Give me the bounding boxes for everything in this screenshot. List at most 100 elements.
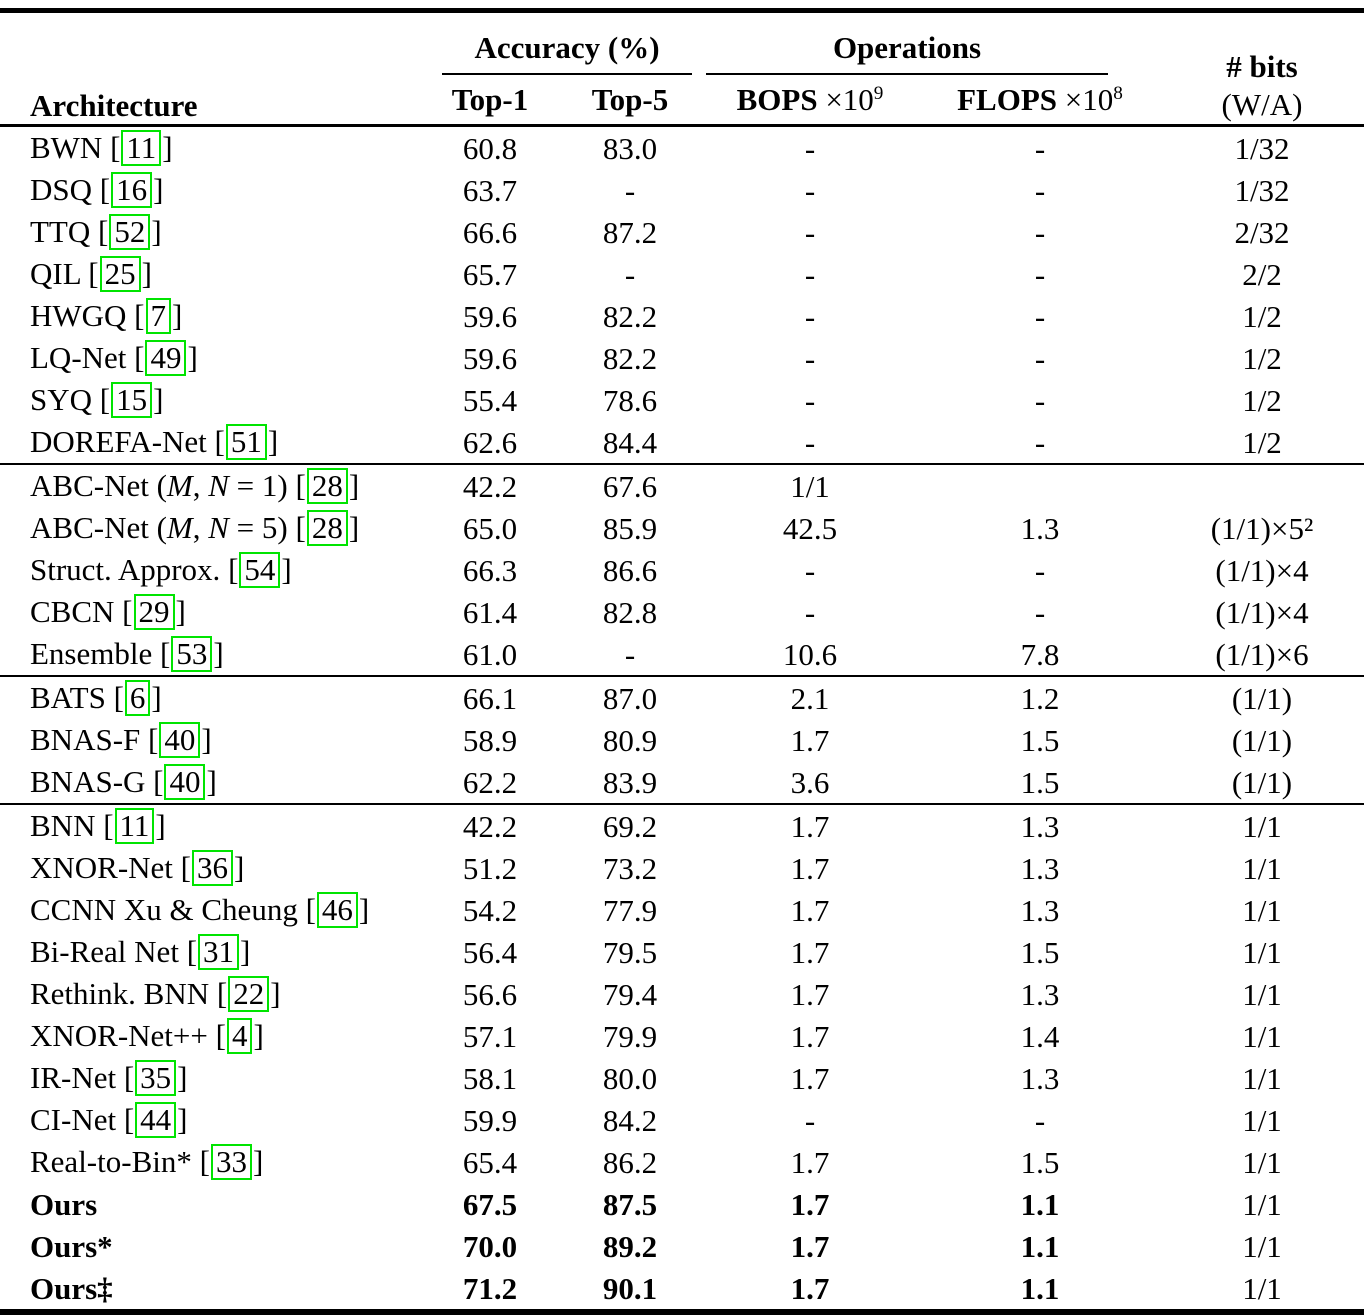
flops-cell: - [1034,1102,1046,1138]
top5-cell: 87.2 [602,214,658,250]
citation-link[interactable]: 35 [135,1060,177,1096]
citation-link[interactable]: 44 [135,1102,177,1138]
architecture-label: CCNN Xu & Cheung [30,892,298,927]
top1-cell: 60.8 [462,130,518,166]
architecture-label: IR-Net [30,1060,117,1095]
bits-cell: (1/1) [1231,764,1293,800]
architecture-cell: BNN [11] [0,804,420,847]
flops-cell: 1.1 [1020,1186,1060,1222]
table-row: Real-to-Bin* [33] 65.4 86.2 1.7 1.5 1/1 [0,1141,1364,1183]
table-row: BNAS-G [40] 62.2 83.9 3.6 1.5 (1/1) [0,761,1364,804]
table-row: HWGQ [7] 59.6 82.2 - - 1/2 [0,295,1364,337]
citation-link[interactable]: 28 [306,510,348,546]
bops-cell: 1.7 [790,1270,830,1306]
top1-cell: 66.3 [462,552,518,588]
bits-cell: 1/2 [1242,340,1282,376]
citation-bracket: ] [206,764,217,799]
citation-link[interactable]: 11 [121,130,162,166]
citation-link[interactable]: 31 [198,934,240,970]
citation-link[interactable]: 29 [133,594,175,630]
top1-cell: 62.2 [462,764,518,800]
top5-cell: 79.9 [602,1018,658,1054]
architecture-label: , [192,510,209,545]
citation-link[interactable]: 40 [164,764,206,800]
table-row: SYQ [15] 55.4 78.6 - - 1/2 [0,379,1364,421]
top5-cell: 67.6 [602,468,658,504]
architecture-label: Rethink. BNN [30,976,210,1011]
bops-cell: 1.7 [790,1228,830,1264]
citation-link[interactable]: 25 [99,256,141,292]
top5-cell: 86.2 [602,1144,658,1180]
flops-cell: - [1034,340,1046,376]
citation-link[interactable]: 33 [210,1144,252,1180]
citation-link[interactable]: 54 [239,552,281,588]
col-header-bits: # bits (W/A) [1160,11,1364,126]
citation-bracket: [ [220,552,239,587]
table-row: BNN [11] 42.2 69.2 1.7 1.3 1/1 [0,804,1364,847]
table-row: Struct. Approx. [54] 66.3 86.6 - - (1/1)×4 [0,549,1364,591]
citation-bracket: [ [90,214,109,249]
top1-cell: 42.2 [462,468,518,504]
architecture-cell: Struct. Approx. [54] [0,549,420,591]
citation-link[interactable]: 52 [109,214,151,250]
citation-bracket: ] [141,256,152,291]
architecture-cell: CI-Net [44] [0,1099,420,1141]
flops-cell: - [1034,298,1046,334]
top5-cell: 80.9 [602,722,658,758]
architecture-cell: BWN [11] [0,126,420,170]
architecture-label: CBCN [30,594,115,629]
top1-cell: 57.1 [462,1018,518,1054]
architecture-label: BNAS-F [30,722,141,757]
citation-link[interactable]: 16 [111,172,153,208]
flops-cell: - [1034,214,1046,250]
citation-link[interactable]: 4 [226,1018,253,1054]
bits-cell: (1/1)×5² [1210,510,1314,546]
header-group-row: Architecture Accuracy (%) Operations # b… [0,11,1364,123]
bits-cell: (1/1)×6 [1215,636,1309,672]
table-row: BWN [11] 60.8 83.0 - - 1/32 [0,126,1364,170]
col-header-top1: Top-1 [451,81,529,117]
bops-cell: 1.7 [790,1060,830,1096]
table-row: DSQ [16] 63.7 - - - 1/32 [0,169,1364,211]
table-row: Ours* 70.0 89.2 1.7 1.1 1/1 [0,1225,1364,1267]
citation-bracket: ] [187,340,198,375]
architecture-cell: QIL [25] [0,253,420,295]
bits-cell [1160,464,1364,507]
architecture-cell: XNOR-Net [36] [0,847,420,889]
top1-cell: 54.2 [462,892,518,928]
citation-bracket: ] [348,510,360,545]
math-variable: M [166,468,193,503]
table-row: BNAS-F [40] 58.9 80.9 1.7 1.5 (1/1) [0,719,1364,761]
architecture-cell: CCNN Xu & Cheung [46] [0,889,420,931]
citation-link[interactable]: 15 [111,382,153,418]
citation-link[interactable]: 28 [306,468,348,504]
top1-cell: 59.6 [462,340,518,376]
architecture-cell: CBCN [29] [0,591,420,633]
citation-link[interactable]: 36 [192,850,233,886]
citation-link[interactable]: 11 [114,808,155,844]
top1-cell: 59.9 [462,1102,518,1138]
citation-bracket: ] [240,934,251,969]
architecture-cell: Real-to-Bin* [33] [0,1141,420,1183]
citation-link[interactable]: 40 [159,722,201,758]
architecture-cell: SYQ [15] [0,379,420,421]
citation-link[interactable]: 51 [225,424,267,460]
top1-cell: 56.6 [462,976,518,1012]
flops-exponent: 8 [1113,82,1123,104]
citation-link[interactable]: 46 [316,892,358,928]
top5-cell: 73.2 [602,850,658,886]
architecture-label: CI-Net [30,1102,117,1137]
top1-cell: 66.1 [462,680,518,716]
citation-link[interactable]: 6 [124,680,151,716]
top5-cell: 82.2 [602,340,658,376]
citation-link[interactable]: 53 [171,636,213,672]
architecture-label: Real-to-Bin* [30,1144,192,1179]
citation-link[interactable]: 7 [145,298,171,334]
architecture-label: ABC-Net ( [30,468,167,503]
citation-link[interactable]: 49 [145,340,187,376]
bits-cell: 1/1 [1242,808,1282,844]
citation-link[interactable]: 22 [228,976,270,1012]
bits-cell: 2/32 [1234,214,1290,250]
bits-header-line1: # bits [1226,49,1298,84]
